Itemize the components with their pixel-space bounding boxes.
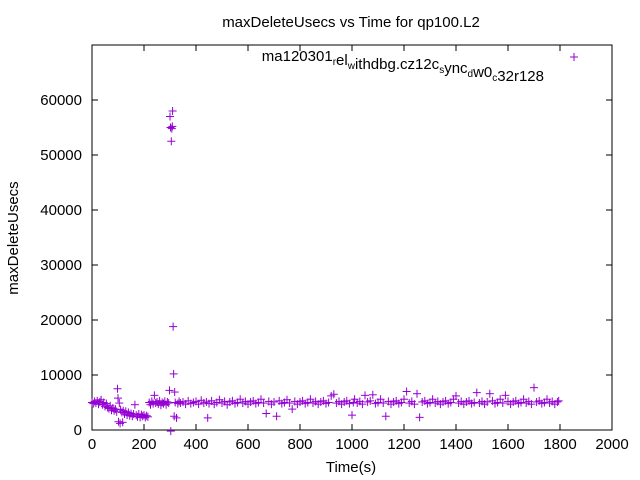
data-point [530,383,538,392]
data-point [259,399,268,408]
y-axis-ticks: 0 10000 20000 30000 40000 50000 60000 [40,92,612,439]
data-point [400,395,408,404]
y-tick-label: 10000 [40,367,82,384]
data-point [115,399,124,408]
x-tick-label: 1800 [543,436,576,453]
data-point [164,399,173,408]
data-point [483,397,492,406]
data-point [169,369,178,378]
data-point [501,391,510,400]
data-point [472,388,481,397]
data-point [452,391,460,400]
x-tick-label: 1600 [491,436,524,453]
data-point [381,412,390,421]
data-point [498,399,507,408]
data-point [410,400,419,409]
data-point [143,412,152,421]
x-axis-label: Time(s) [326,459,376,476]
data-point [114,394,122,403]
data-point [168,122,177,131]
data-point [413,389,421,398]
data-point [203,413,212,422]
x-tick-label: 2000 [595,436,628,453]
data-point [415,413,424,422]
x-tick-label: 600 [235,436,260,453]
data-point [345,399,354,408]
data-point [368,390,377,399]
y-tick-label: 0 [74,422,82,439]
data-point [553,397,562,406]
data-point [348,411,356,420]
data-point [165,386,174,395]
data-point [361,391,369,400]
y-tick-label: 60000 [40,92,82,109]
data-point [168,107,177,115]
x-tick-label: 200 [131,436,156,453]
data-point [470,398,479,407]
plot-frame [91,44,613,431]
data-point [166,123,175,132]
data-point [167,124,176,133]
data-point [142,411,151,420]
data-point [554,396,563,405]
legend: ma120301relwithdbg.cz12csyncdw0c32r128 [262,48,578,85]
data-point [272,412,281,421]
y-tick-label: 30000 [40,257,82,274]
data-point [175,397,184,406]
x-tick-label: 1400 [439,436,472,453]
x-axis-ticks: 0 200 400 600 800 1000 1200 1400 1600 1800 2000 [88,45,629,453]
data-point [358,400,367,409]
data-point [167,137,176,146]
data-point [379,399,388,408]
data-point [262,409,271,418]
chart-title: maxDeleteUsecs vs Time for qp100.L2 [222,14,480,31]
data-point [118,418,127,427]
data-point [113,384,122,393]
data-point [402,387,411,396]
x-tick-label: 1000 [335,436,368,453]
data-point [172,413,181,422]
data-point [288,405,297,414]
legend-marker-plus [570,53,578,61]
data-point [166,427,175,436]
data-point [349,398,358,407]
x-tick-label: 800 [287,436,312,453]
y-tick-label: 40000 [40,202,82,219]
y-tick-label: 20000 [40,312,82,329]
data-point [329,390,338,399]
x-tick-label: 0 [88,436,96,453]
data-point [324,398,333,407]
data-point [163,397,172,406]
data-points [88,107,563,436]
data-point [114,417,123,426]
data-point [366,396,375,405]
data-point [170,388,179,397]
data-point [527,400,536,409]
data-point [150,391,159,400]
data-point [166,112,174,121]
legend-label: ma120301relwithdbg.cz12csyncdw0c32r128 [262,48,544,85]
legend-marker [570,53,578,61]
data-point [169,322,178,331]
data-point [130,400,139,409]
data-point [485,389,494,398]
y-axis-label: maxDeleteUsecs [5,181,22,294]
x-tick-label: 1200 [387,436,420,453]
y-tick-label: 50000 [40,147,82,164]
data-point [285,399,294,408]
x-tick-label: 400 [183,436,208,453]
data-point [270,397,278,406]
